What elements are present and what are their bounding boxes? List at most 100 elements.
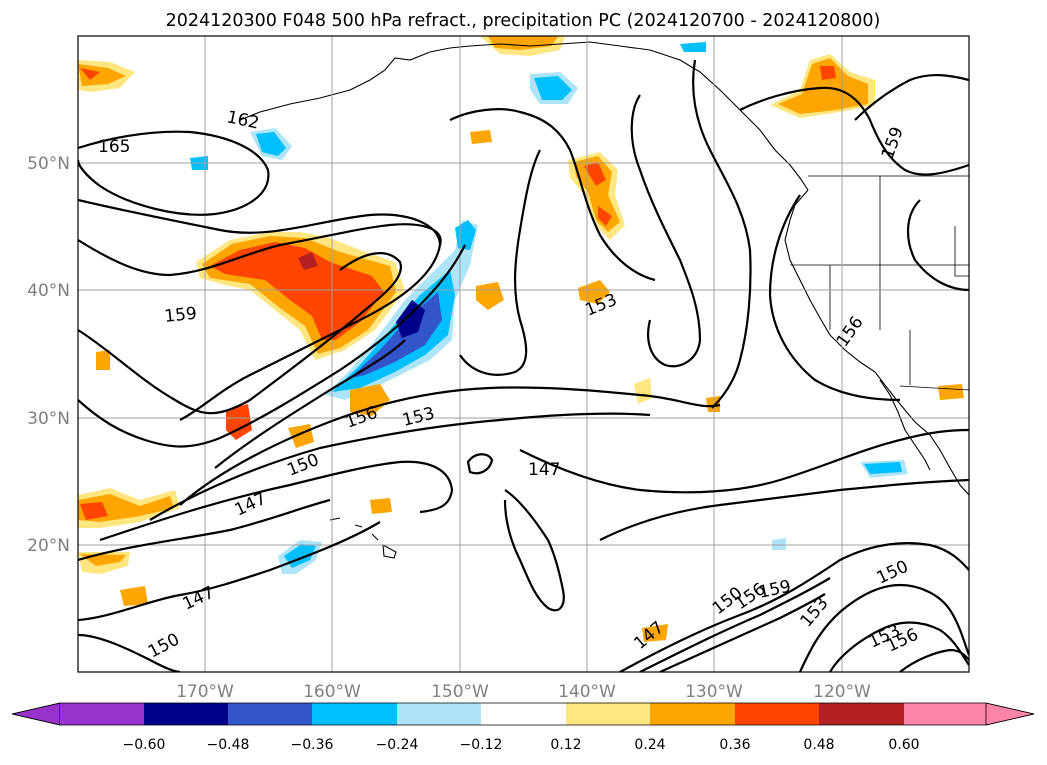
contour-line (214, 339, 406, 469)
shade-negative (680, 42, 706, 52)
y-tick-label: 30°N (27, 409, 70, 429)
colorbar-segment (60, 703, 144, 725)
shade-positive (634, 378, 652, 404)
colorbar-tick-label: 0.24 (634, 737, 665, 753)
colorbar-segment (397, 703, 481, 725)
shade-positive (488, 36, 558, 50)
x-axis-ticks: 170°W 160°W 150°W 140°W 130°W 120°W (176, 682, 871, 702)
colorbar-segment (312, 703, 397, 725)
shade-negative (864, 462, 902, 474)
shade-positive (578, 280, 610, 304)
contour-line (78, 521, 381, 622)
contour-line (619, 542, 969, 672)
shade-positive (574, 156, 620, 232)
baja (879, 379, 931, 471)
contour-line (659, 593, 826, 672)
colorbar-tick-label: −0.36 (291, 737, 334, 753)
coastline-alaska (239, 41, 809, 191)
contour-line (466, 453, 494, 475)
contour-line (798, 583, 969, 672)
shade-positive (820, 66, 836, 80)
colorbar-segment (481, 703, 566, 725)
contour-label: 159 (163, 304, 197, 327)
shade-negative (534, 76, 572, 100)
border-us-mexico (899, 385, 969, 391)
colorbar-extend-max (985, 702, 1035, 726)
gridlines (78, 36, 969, 672)
hawaii (329, 517, 397, 559)
shade-positive (80, 68, 100, 80)
colorbar-segment (819, 703, 904, 725)
shade-negative (772, 538, 786, 550)
colorbar-tick-label: 0.12 (550, 737, 581, 753)
chart-title: 2024120300 F048 500 hPa refract., precip… (166, 11, 881, 31)
shade-positive (584, 162, 612, 226)
y-axis-ticks: 20°N 30°N 40°N 50°N (27, 154, 70, 556)
state-lines (790, 176, 969, 385)
contour-line (854, 74, 969, 121)
colorbar-segment (904, 703, 986, 725)
contour-line (639, 577, 831, 672)
shade-positive (78, 64, 126, 86)
contour-line (78, 498, 331, 562)
colorbar-segment (228, 703, 312, 725)
shade-positive (706, 396, 720, 412)
contour-line (630, 94, 702, 368)
contour-line (99, 460, 454, 542)
contour-label: 147 (528, 460, 560, 480)
map-background (78, 36, 969, 672)
colorbar-tick-label: 0.36 (719, 737, 750, 753)
contours (78, 59, 969, 672)
x-tick-label: 120°W (813, 682, 871, 702)
colorbar-tick-label: 0.60 (888, 737, 919, 753)
shade-positive (350, 384, 390, 416)
colorbar-segment (650, 703, 735, 725)
shade-negative (256, 132, 286, 156)
contour-line (829, 621, 969, 672)
contour-line (599, 478, 969, 541)
contour-line (899, 648, 969, 672)
shade-positive (298, 252, 318, 270)
colorbar-outline (11, 702, 1035, 726)
colorbar-tick-label: 0.48 (803, 737, 834, 753)
shade-negative (396, 300, 425, 338)
contour-line (149, 412, 651, 521)
shade-positive (210, 242, 384, 340)
colorbar-segment (566, 703, 650, 725)
contour-line (78, 223, 442, 277)
shade-positive (778, 58, 868, 114)
contour-line (78, 244, 466, 448)
contour-label: 165 (98, 137, 130, 157)
x-tick-label: 140°W (558, 682, 616, 702)
coastline-west-na (784, 189, 969, 496)
y-tick-label: 20°N (27, 536, 70, 556)
contour-line (449, 108, 656, 282)
shade-positive (470, 130, 492, 144)
contour-line (179, 386, 721, 506)
contour-line (768, 194, 901, 402)
contour-line (692, 59, 752, 409)
y-tick-label: 40°N (27, 281, 70, 301)
contour-line (739, 86, 969, 176)
x-tick-label: 130°W (685, 682, 743, 702)
map-frame (77, 35, 970, 673)
coastlines (239, 41, 969, 559)
y-tick-label: 50°N (27, 154, 70, 174)
contour-line (906, 199, 969, 292)
contour-line (78, 252, 403, 415)
colorbar-extend-min (11, 702, 61, 726)
shade-positive (80, 502, 108, 520)
contour-line (78, 633, 181, 672)
shade-positive (476, 282, 504, 310)
map-area: 165 162 159 159 156 156 153 153 150 147 … (78, 36, 969, 672)
colorbar-tick-label: −0.60 (123, 737, 166, 753)
shade-positive (120, 586, 148, 606)
contour-line (459, 149, 541, 376)
colorbar-segment (735, 703, 819, 725)
x-tick-label: 170°W (176, 682, 234, 702)
shade-positive (642, 624, 668, 642)
contour-line (519, 428, 969, 494)
colorbar (11, 702, 1035, 726)
shade-positive (96, 350, 110, 370)
